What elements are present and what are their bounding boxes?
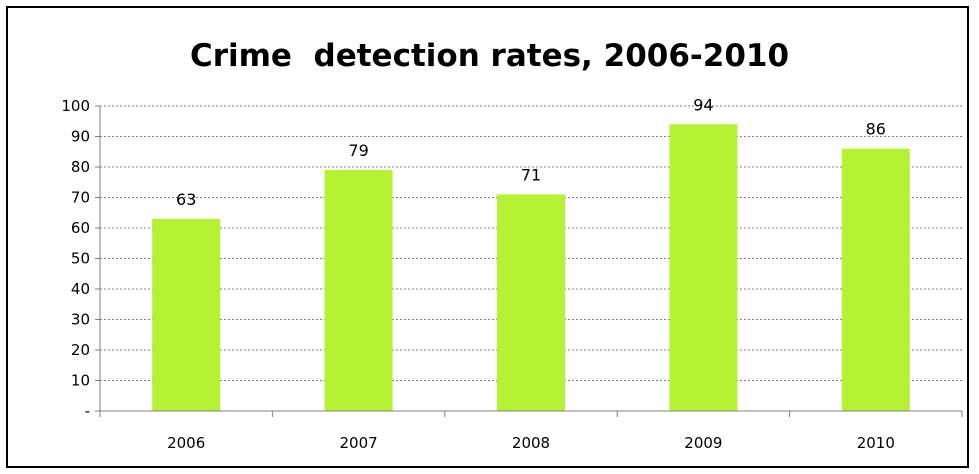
y-tick-label: 70 <box>71 189 90 207</box>
y-tick-label: 30 <box>71 311 90 329</box>
y-tick-labels: - 10 20 30 40 50 60 70 80 90 100 <box>61 97 90 420</box>
data-label: 63 <box>176 190 196 209</box>
bar-2008 <box>497 194 565 411</box>
bar-2010 <box>841 148 910 411</box>
y-tick-label: 10 <box>71 372 90 390</box>
y-tick-label: 80 <box>71 158 90 176</box>
data-label: 94 <box>693 95 713 114</box>
data-labels: 63 79 71 94 86 <box>176 95 886 209</box>
x-tick-label: 2009 <box>684 434 722 452</box>
data-label: 86 <box>866 120 886 139</box>
x-tick-labels: 2006 2007 2008 2009 2010 <box>167 434 895 452</box>
y-tick-label: - <box>85 402 90 420</box>
x-tick-label: 2008 <box>512 434 550 452</box>
data-label: 71 <box>521 165 541 184</box>
x-tick-label: 2007 <box>340 434 378 452</box>
y-tick-label: 100 <box>61 97 90 115</box>
chart-title: Crime detection rates, 2006-2010 <box>189 38 790 74</box>
axes <box>95 105 963 417</box>
y-tick-label: 50 <box>71 250 90 268</box>
y-tick-label: 40 <box>71 280 90 298</box>
bars <box>152 124 910 412</box>
bar-2009 <box>669 124 738 412</box>
x-tick-label: 2010 <box>857 434 895 452</box>
x-tick-label: 2006 <box>167 434 205 452</box>
bar-2006 <box>152 218 221 411</box>
y-tick-label: 60 <box>71 219 90 237</box>
bar-2007 <box>324 170 393 411</box>
y-tick-label: 20 <box>71 341 90 359</box>
data-label: 79 <box>348 141 368 160</box>
y-tick-label: 90 <box>71 128 90 146</box>
